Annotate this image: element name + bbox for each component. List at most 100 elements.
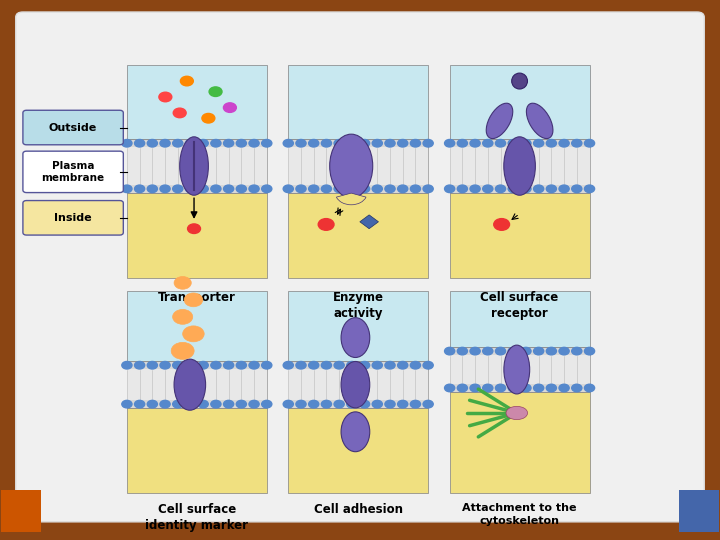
Circle shape: [521, 384, 531, 392]
Circle shape: [423, 400, 433, 408]
Ellipse shape: [512, 73, 528, 89]
Circle shape: [236, 400, 246, 408]
Circle shape: [423, 361, 433, 369]
Circle shape: [410, 361, 420, 369]
Circle shape: [173, 185, 183, 193]
Bar: [127, 361, 267, 408]
Circle shape: [173, 361, 183, 369]
Bar: [288, 408, 428, 492]
Circle shape: [321, 361, 331, 369]
Circle shape: [444, 185, 455, 193]
Circle shape: [223, 361, 234, 369]
Circle shape: [397, 139, 408, 147]
Circle shape: [296, 185, 306, 193]
Circle shape: [148, 185, 158, 193]
Circle shape: [359, 139, 369, 147]
Circle shape: [347, 139, 357, 147]
Bar: [127, 193, 267, 278]
Circle shape: [508, 139, 518, 147]
Bar: [127, 408, 267, 492]
Circle shape: [444, 384, 455, 392]
Circle shape: [211, 361, 221, 369]
Ellipse shape: [330, 134, 373, 198]
Circle shape: [572, 139, 582, 147]
Bar: [127, 65, 267, 139]
Polygon shape: [360, 215, 379, 229]
Bar: [288, 369, 428, 400]
Circle shape: [198, 185, 208, 193]
Circle shape: [423, 185, 433, 193]
Ellipse shape: [526, 103, 553, 139]
Circle shape: [135, 139, 145, 147]
Bar: [450, 355, 590, 384]
Circle shape: [372, 139, 382, 147]
Ellipse shape: [174, 359, 206, 410]
Circle shape: [495, 384, 505, 392]
Ellipse shape: [506, 406, 528, 420]
Bar: [450, 139, 590, 193]
Circle shape: [223, 103, 236, 112]
Circle shape: [209, 87, 222, 97]
Circle shape: [508, 347, 518, 355]
Text: Outside: Outside: [49, 123, 97, 133]
Circle shape: [249, 185, 259, 193]
Circle shape: [198, 139, 208, 147]
Circle shape: [397, 400, 408, 408]
Circle shape: [183, 326, 204, 342]
Circle shape: [470, 347, 480, 355]
Circle shape: [385, 139, 395, 147]
Ellipse shape: [341, 361, 370, 408]
Text: Inside: Inside: [54, 213, 92, 223]
Circle shape: [148, 139, 158, 147]
Circle shape: [572, 384, 582, 392]
Circle shape: [283, 185, 293, 193]
Circle shape: [160, 185, 170, 193]
Circle shape: [160, 139, 170, 147]
Text: Attachment to the
cytoskeleton: Attachment to the cytoskeleton: [462, 503, 577, 525]
Ellipse shape: [504, 137, 536, 195]
Circle shape: [148, 400, 158, 408]
Bar: [450, 392, 590, 492]
Circle shape: [174, 276, 192, 289]
Text: Transporter: Transporter: [158, 291, 235, 304]
Circle shape: [135, 361, 145, 369]
Circle shape: [223, 185, 234, 193]
Circle shape: [185, 361, 196, 369]
Circle shape: [309, 400, 319, 408]
Circle shape: [283, 361, 293, 369]
Circle shape: [122, 139, 132, 147]
Circle shape: [559, 384, 570, 392]
Circle shape: [482, 347, 493, 355]
Circle shape: [372, 185, 382, 193]
Circle shape: [347, 185, 357, 193]
Circle shape: [185, 139, 196, 147]
Circle shape: [160, 400, 170, 408]
Circle shape: [296, 361, 306, 369]
Bar: [679, 490, 719, 532]
Circle shape: [309, 185, 319, 193]
Circle shape: [211, 400, 221, 408]
Bar: [1, 490, 41, 532]
Circle shape: [211, 185, 221, 193]
Circle shape: [372, 400, 382, 408]
Circle shape: [572, 185, 582, 193]
Circle shape: [173, 309, 193, 325]
Circle shape: [135, 185, 145, 193]
Circle shape: [385, 185, 395, 193]
Circle shape: [585, 384, 595, 392]
Circle shape: [122, 185, 132, 193]
Circle shape: [495, 185, 505, 193]
Circle shape: [495, 139, 505, 147]
Bar: [288, 147, 428, 185]
Ellipse shape: [180, 137, 208, 195]
Circle shape: [334, 139, 344, 147]
Circle shape: [470, 384, 480, 392]
Circle shape: [410, 185, 420, 193]
Circle shape: [185, 185, 196, 193]
Circle shape: [521, 347, 531, 355]
Bar: [127, 291, 267, 361]
Circle shape: [546, 384, 557, 392]
Circle shape: [470, 185, 480, 193]
Circle shape: [283, 139, 293, 147]
Bar: [450, 193, 590, 278]
